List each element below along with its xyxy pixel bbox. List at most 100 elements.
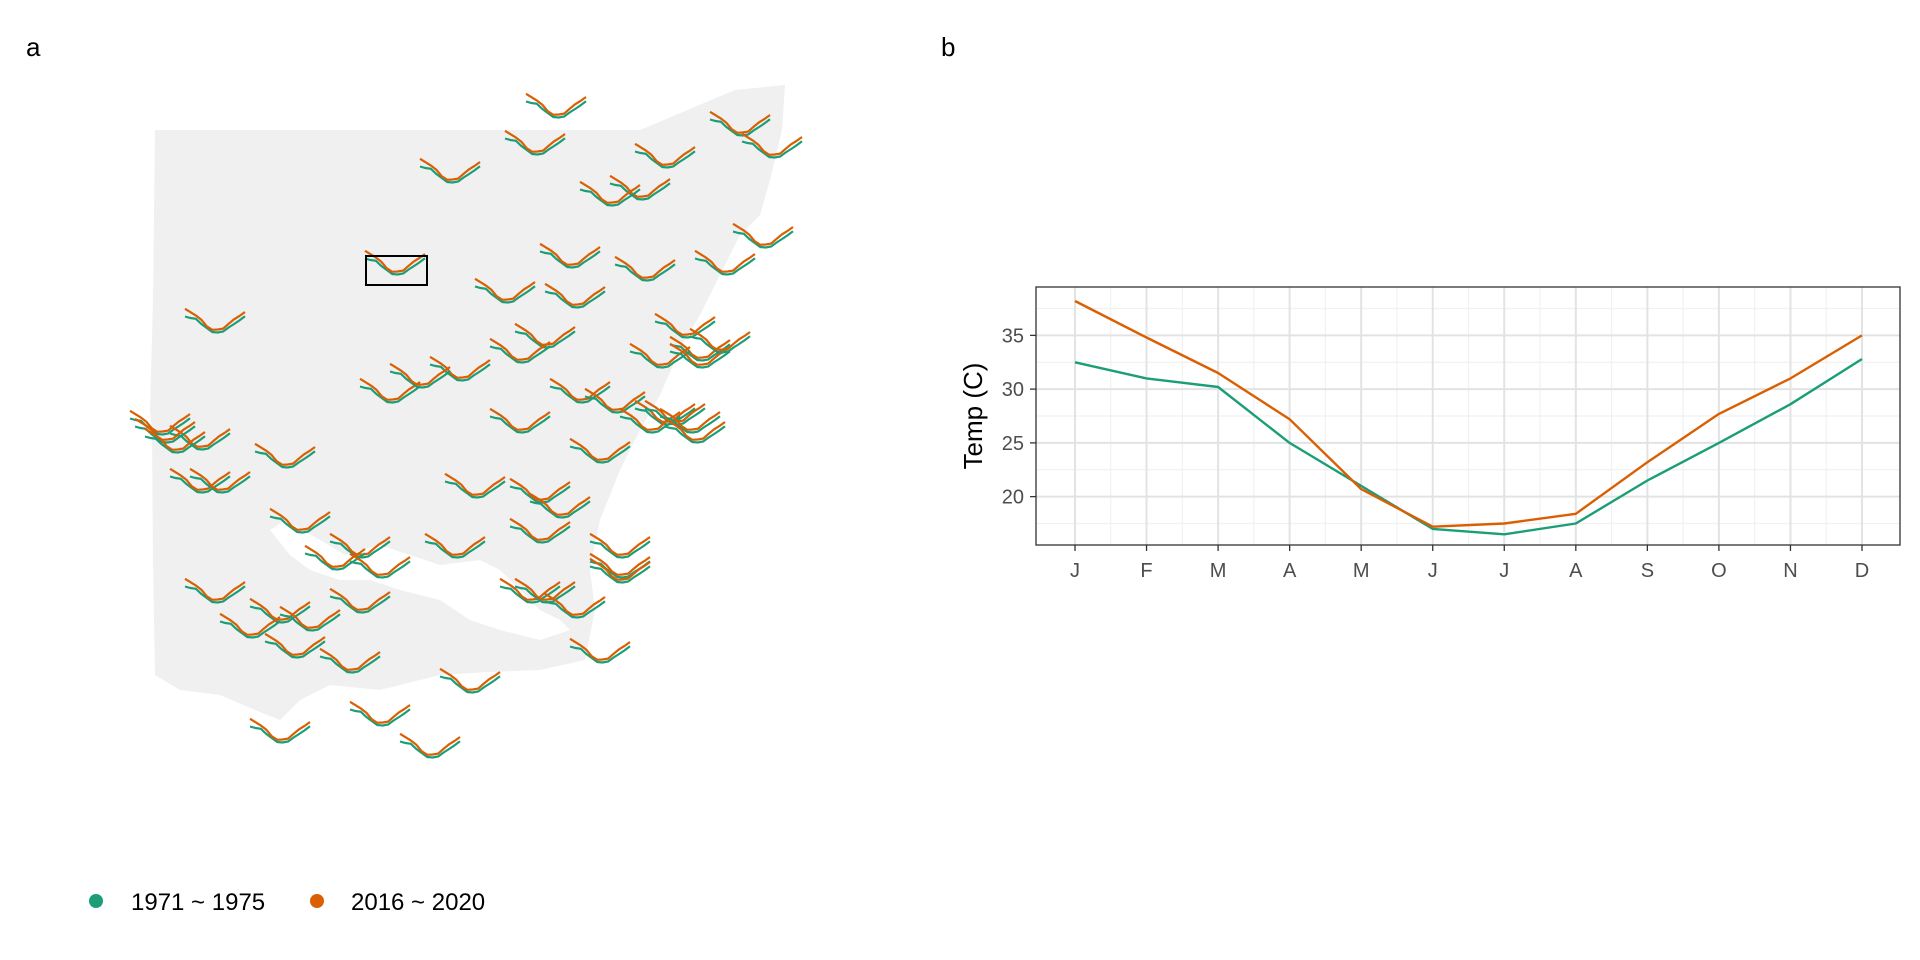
- station-glyph: [134, 417, 196, 444]
- station-glyph: [584, 387, 646, 414]
- glyph-line-early: [424, 540, 486, 559]
- glyph-line-late: [399, 732, 461, 756]
- station-glyph: [499, 577, 561, 604]
- glyph-line-early: [539, 250, 601, 269]
- station-glyph: [269, 507, 331, 534]
- legend: 1971 ~ 1975 2016 ~ 2020: [89, 889, 485, 916]
- glyph-line-early: [664, 425, 726, 444]
- glyph-line-early: [189, 475, 251, 494]
- glyph-line-late: [444, 472, 506, 496]
- station-glyph: [489, 407, 551, 434]
- glyph-line-late: [144, 427, 206, 451]
- glyph-line-late: [329, 587, 391, 611]
- glyph-line-early: [489, 345, 551, 364]
- panel-a-label: a: [26, 32, 41, 62]
- glyph-line-late: [689, 327, 751, 351]
- station-glyph: [359, 377, 421, 404]
- glyph-line-late: [419, 157, 481, 181]
- glyph-line-early: [349, 560, 411, 579]
- x-tick-label: O: [1711, 560, 1727, 582]
- glyph-line-early: [359, 385, 421, 404]
- glyph-line-early: [549, 385, 611, 404]
- x-tick-label: A: [1283, 560, 1297, 582]
- glyph-line-early: [634, 407, 696, 426]
- land-shape: [150, 85, 785, 720]
- glyph-line-late: [489, 337, 551, 361]
- glyph-line-early: [654, 320, 716, 339]
- glyph-line-early: [669, 350, 731, 369]
- glyph-line-late: [389, 362, 451, 386]
- glyph-line-late: [741, 132, 803, 156]
- legend-label-early: 1971 ~ 1975: [131, 889, 265, 916]
- y-tick-label: 30: [1002, 379, 1024, 401]
- plot-frame: [1035, 286, 1901, 546]
- y-tick-label: 35: [1002, 325, 1024, 347]
- x-tick-label: N: [1783, 560, 1797, 582]
- station-glyph: [579, 180, 641, 207]
- glyph-line-early: [504, 137, 566, 156]
- glyph-line-late: [709, 110, 771, 134]
- glyph-line-late: [732, 222, 794, 246]
- glyph-line-late: [584, 387, 646, 411]
- station-glyph: [474, 277, 536, 304]
- glyph-line-early: [364, 257, 426, 276]
- glyph-line-late: [249, 717, 311, 741]
- station-glyph: [709, 110, 771, 137]
- x-tick-label: F: [1140, 560, 1152, 582]
- glyph-line-late: [349, 552, 411, 576]
- glyph-line-early: [709, 118, 771, 137]
- glyph-line-early: [544, 600, 606, 619]
- glyph-line-late: [249, 597, 311, 621]
- glyph-line-late: [254, 442, 316, 466]
- x-tick-label: D: [1855, 560, 1869, 582]
- glyph-line-early: [529, 500, 591, 519]
- glyph-line-late: [134, 417, 196, 441]
- glyph-line-early: [439, 675, 501, 694]
- glyph-line-early: [389, 370, 451, 389]
- glyph-line-late: [664, 417, 726, 441]
- station-glyph: [219, 612, 281, 639]
- glyph-line-late: [129, 409, 191, 433]
- highlight-box: [365, 255, 428, 286]
- station-glyph: [279, 605, 341, 632]
- station-glyph: [349, 700, 411, 727]
- glyph-line-late: [439, 667, 501, 691]
- glyph-line-late: [614, 255, 676, 279]
- station-glyph: [549, 377, 611, 404]
- glyph-line-early: [219, 620, 281, 639]
- glyph-line-early: [659, 415, 721, 434]
- panel-a-map: [129, 85, 803, 759]
- glyph-line-late: [589, 557, 651, 581]
- station-glyph: [544, 282, 606, 309]
- series-line-late: [1074, 299, 1863, 528]
- glyph-line-early: [264, 640, 326, 659]
- glyph-line-late: [269, 507, 331, 531]
- glyph-line-late: [509, 517, 571, 541]
- x-tick-label: S: [1641, 560, 1654, 582]
- station-glyph: [389, 362, 451, 389]
- station-glyph: [569, 637, 631, 664]
- glyph-line-late: [549, 377, 611, 401]
- x-tick-label: J: [1499, 560, 1509, 582]
- glyph-line-late: [349, 700, 411, 724]
- station-glyph: [264, 632, 326, 659]
- station-glyph: [544, 592, 606, 619]
- y-axis: 20 25 30 35: [1002, 325, 1036, 509]
- glyph-line-early: [544, 290, 606, 309]
- glyph-line-late: [654, 312, 716, 336]
- glyph-line-late: [429, 355, 491, 379]
- glyph-line-early: [634, 150, 696, 169]
- glyph-line-early: [579, 188, 641, 207]
- glyph-line-early: [509, 485, 571, 504]
- glyph-line-early: [319, 655, 381, 674]
- station-glyph: [439, 667, 501, 694]
- station-glyph: [429, 355, 491, 382]
- station-glyph: [144, 427, 206, 454]
- glyph-line-early: [489, 415, 551, 434]
- glyph-line-early: [269, 515, 331, 534]
- glyph-line-early: [589, 565, 651, 584]
- glyph-line-early: [349, 708, 411, 727]
- station-glyph: [419, 157, 481, 184]
- glyph-line-late: [669, 335, 731, 359]
